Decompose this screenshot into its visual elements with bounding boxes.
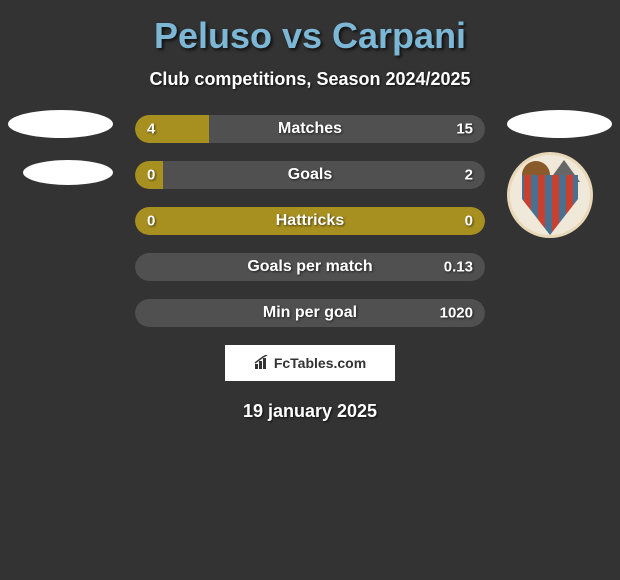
chart-icon xyxy=(254,355,270,372)
player2-badges xyxy=(507,110,612,238)
stats-area: 4Matches150Goals20Hattricks0Goals per ma… xyxy=(0,115,620,327)
stat-value-right: 2 xyxy=(465,167,473,184)
stat-row: Min per goal1020 xyxy=(135,299,485,327)
stat-row: Goals per match0.13 xyxy=(135,253,485,281)
brand-text: FcTables.com xyxy=(274,355,366,371)
stat-label: Min per goal xyxy=(135,304,485,322)
stat-value-right: 15 xyxy=(456,121,473,138)
stat-label: Goals xyxy=(135,166,485,184)
stat-value-right: 0 xyxy=(465,213,473,230)
brand-badge[interactable]: FcTables.com xyxy=(225,345,395,381)
comparison-card: Peluso vs Carpani Club competitions, Sea… xyxy=(0,0,620,437)
player2-badge-1 xyxy=(507,110,612,138)
page-title: Peluso vs Carpani xyxy=(0,15,620,57)
stat-value-right: 0.13 xyxy=(444,259,473,276)
player1-badges xyxy=(8,110,113,207)
date-text: 19 january 2025 xyxy=(0,401,620,422)
club-crest-icon xyxy=(507,152,593,238)
player1-badge-2 xyxy=(23,160,113,185)
stat-rows: 4Matches150Goals20Hattricks0Goals per ma… xyxy=(135,115,485,327)
stat-value-right: 1020 xyxy=(440,305,473,322)
player1-badge-1 xyxy=(8,110,113,138)
stat-label: Matches xyxy=(135,120,485,138)
stat-label: Hattricks xyxy=(135,212,485,230)
stat-row: 0Hattricks0 xyxy=(135,207,485,235)
subtitle: Club competitions, Season 2024/2025 xyxy=(0,69,620,90)
stat-label: Goals per match xyxy=(135,258,485,276)
stat-row: 0Goals2 xyxy=(135,161,485,189)
stat-row: 4Matches15 xyxy=(135,115,485,143)
